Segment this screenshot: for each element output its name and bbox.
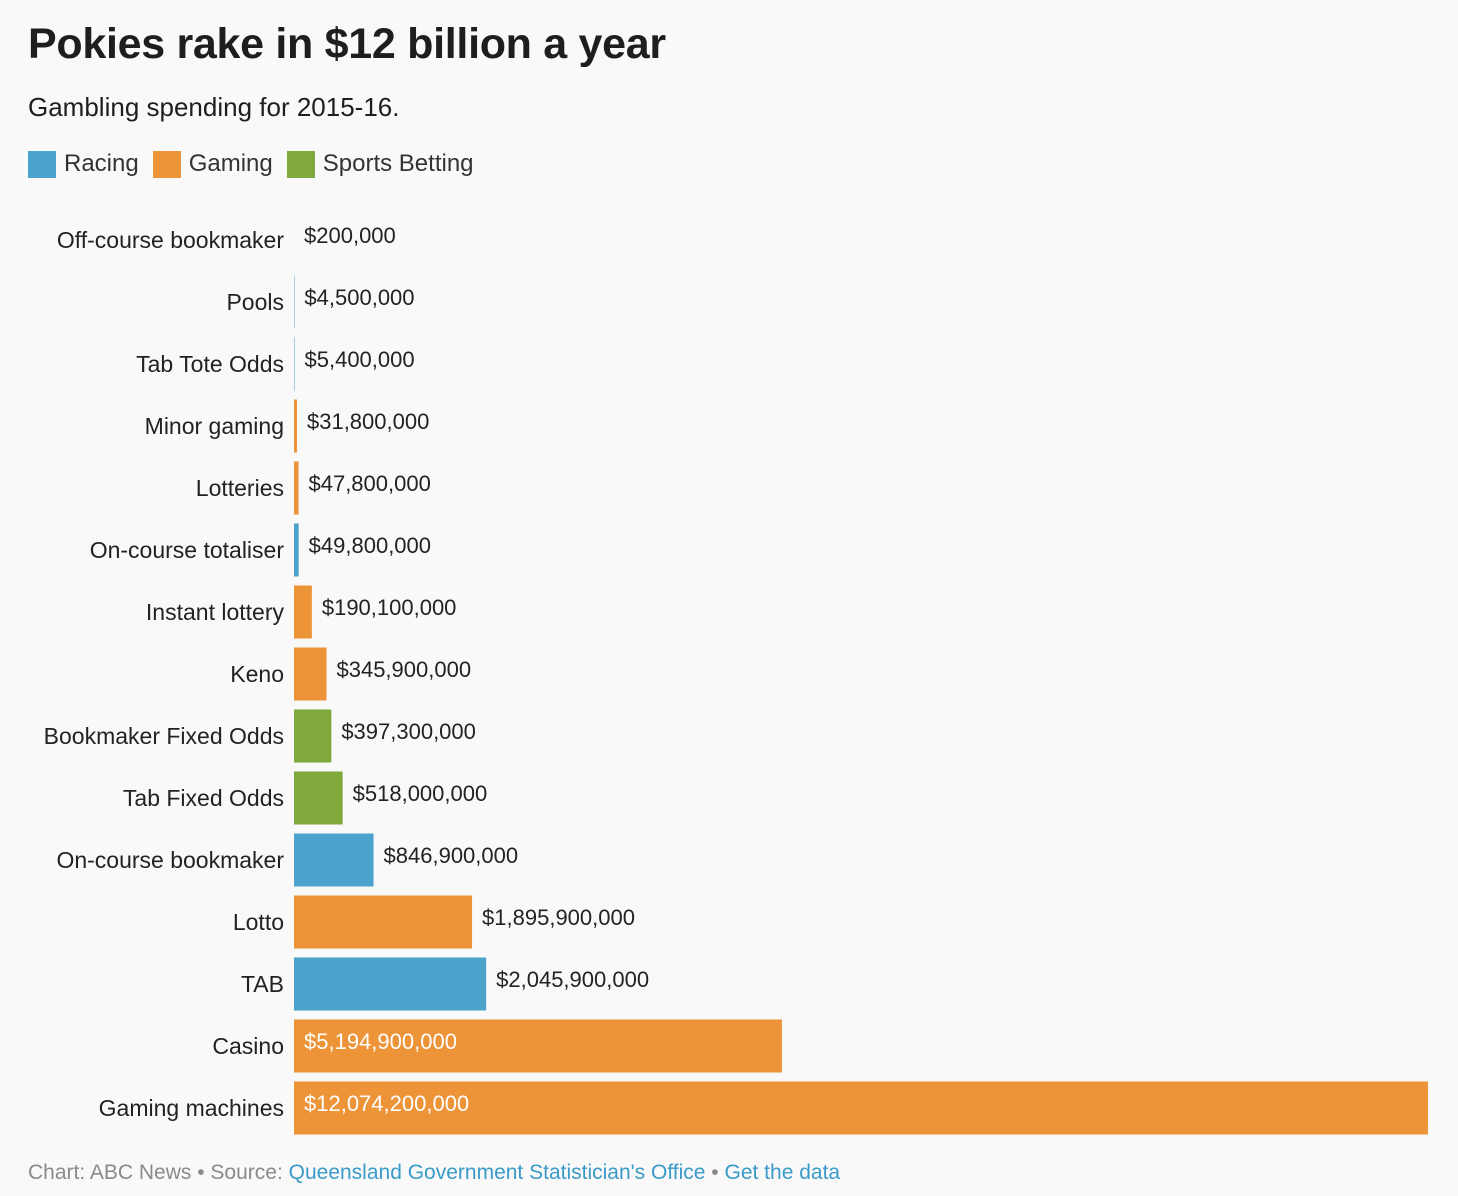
value-label-instant-lottery: $190,100,000 xyxy=(322,595,457,620)
bar-lotteries[interactable] xyxy=(294,461,299,515)
category-label-keno: Keno xyxy=(230,661,284,687)
category-label-on-course-bookmaker: On-course bookmaker xyxy=(56,847,284,873)
value-label-tab-fixed-odds: $518,000,000 xyxy=(353,781,488,806)
bar-on-course-bookmaker[interactable] xyxy=(294,833,374,887)
value-label-keno: $345,900,000 xyxy=(336,657,471,682)
bar-instant-lottery[interactable] xyxy=(294,585,312,639)
value-label-pools: $4,500,000 xyxy=(304,285,414,310)
bar-bookmaker-fixed-odds[interactable] xyxy=(294,709,332,763)
bar-minor-gaming[interactable] xyxy=(294,399,297,453)
footer-credit: Chart: ABC News • Source: xyxy=(28,1161,289,1184)
category-label-tab: TAB xyxy=(241,971,284,997)
legend-item-racing[interactable]: Racing xyxy=(28,150,139,178)
legend-swatch-sports-betting xyxy=(286,150,315,178)
category-label-lotto: Lotto xyxy=(233,909,284,935)
category-label-on-course-totaliser: On-course totaliser xyxy=(90,537,285,563)
value-label-on-course-totaliser: $49,800,000 xyxy=(309,533,431,558)
category-label-minor-gaming: Minor gaming xyxy=(145,413,284,439)
legend-item-gaming[interactable]: Gaming xyxy=(152,150,273,178)
value-label-lotto: $1,895,900,000 xyxy=(482,905,635,930)
category-label-gaming-machines: Gaming machines xyxy=(99,1095,284,1121)
footer-separator: • xyxy=(705,1161,725,1184)
value-label-gaming-machines: $12,074,200,000 xyxy=(304,1091,469,1116)
value-label-bookmaker-fixed-odds: $397,300,000 xyxy=(341,719,476,744)
category-label-casino: Casino xyxy=(212,1033,284,1059)
category-label-tab-tote-odds: Tab Tote Odds xyxy=(136,351,284,377)
bar-gaming-machines[interactable] xyxy=(294,1081,1428,1135)
value-label-on-course-bookmaker: $846,900,000 xyxy=(384,843,519,868)
legend-item-sports-betting[interactable]: Sports Betting xyxy=(286,150,474,178)
value-label-minor-gaming: $31,800,000 xyxy=(307,409,429,434)
source-link[interactable]: Queensland Government Statistician's Off… xyxy=(288,1161,706,1184)
bar-tab-tote-odds[interactable] xyxy=(294,337,295,391)
bar-tab[interactable] xyxy=(294,957,487,1011)
value-label-tab-tote-odds: $5,400,000 xyxy=(305,347,415,372)
get-data-link[interactable]: Get the data xyxy=(724,1161,841,1184)
category-label-bookmaker-fixed-odds: Bookmaker Fixed Odds xyxy=(44,723,284,749)
chart-title: Pokies rake in $12 billion a year xyxy=(28,20,666,68)
legend-swatch-gaming xyxy=(152,150,181,178)
bar-tab-fixed-odds[interactable] xyxy=(294,771,343,825)
value-label-casino: $5,194,900,000 xyxy=(304,1029,457,1054)
category-label-lotteries: Lotteries xyxy=(196,475,284,501)
value-label-tab: $2,045,900,000 xyxy=(496,967,649,992)
chart-subtitle: Gambling spending for 2015-16. xyxy=(28,92,400,122)
value-label-off-course-bookmaker: $200,000 xyxy=(304,223,396,248)
category-label-pools: Pools xyxy=(226,289,284,315)
chart-footer: Chart: ABC News • Source: Queensland Gov… xyxy=(28,1161,840,1185)
legend: Racing Gaming Sports Betting xyxy=(28,150,488,178)
legend-label-racing: Racing xyxy=(64,150,139,177)
category-label-off-course-bookmaker: Off-course bookmaker xyxy=(57,227,284,253)
legend-swatch-racing xyxy=(28,150,56,178)
bar-keno[interactable] xyxy=(294,647,327,701)
bar-on-course-totaliser[interactable] xyxy=(294,523,299,577)
category-label-tab-fixed-odds: Tab Fixed Odds xyxy=(123,785,284,811)
legend-label-gaming: Gaming xyxy=(188,150,273,177)
bar-lotto[interactable] xyxy=(294,895,473,949)
category-label-instant-lottery: Instant lottery xyxy=(146,599,285,625)
value-label-lotteries: $47,800,000 xyxy=(308,471,430,496)
bar-casino[interactable] xyxy=(294,1019,782,1073)
legend-label-sports-betting: Sports Betting xyxy=(322,150,474,177)
